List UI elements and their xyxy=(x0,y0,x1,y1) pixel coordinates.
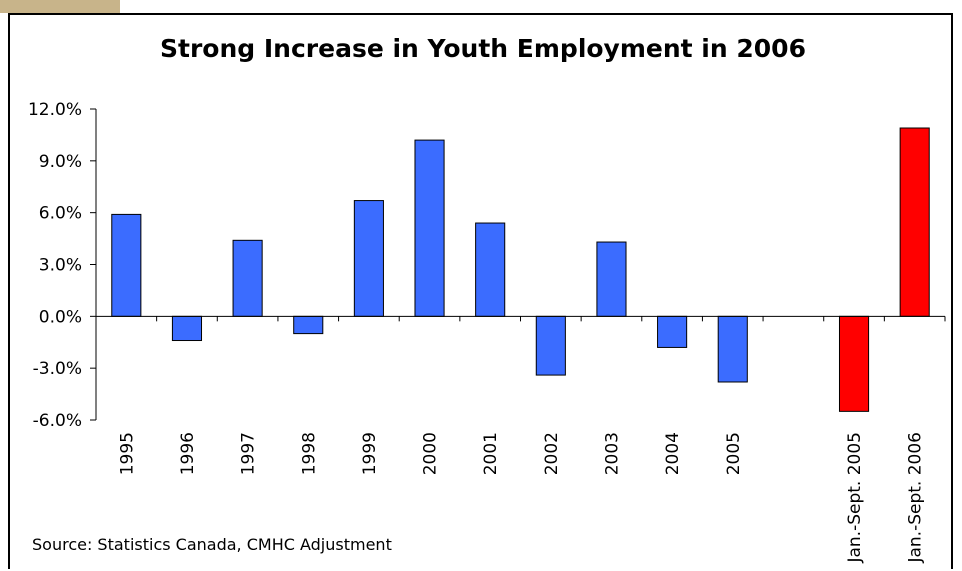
bars xyxy=(111,127,930,412)
y-tick-label: -3.0% xyxy=(33,359,82,379)
x-tick-label: 1999 xyxy=(360,432,380,475)
x-tick-label: 1995 xyxy=(117,432,137,475)
x-tick-label: Jan.-Sept. 2006 xyxy=(906,432,926,564)
x-tick-label: 2001 xyxy=(481,432,501,475)
x-tick-label: 2005 xyxy=(724,432,744,475)
y-axis: 12.0% 9.0% 6.0% 3.0% 0.0% -3.0% -6.0% xyxy=(28,100,97,431)
chart-title: Strong Increase in Youth Employment in 2… xyxy=(160,34,806,63)
bar xyxy=(353,200,384,317)
bar xyxy=(717,315,748,383)
y-tick-label: 12.0% xyxy=(28,100,82,120)
y-tick-label: 6.0% xyxy=(39,204,82,224)
bar xyxy=(535,315,566,376)
bar xyxy=(475,222,506,317)
x-axis: 1995 1996 1997 1998 1999 2000 2001 2002 2003 2004… xyxy=(95,315,946,564)
bar xyxy=(838,315,870,412)
bar xyxy=(111,213,142,317)
y-tick-label: -6.0% xyxy=(33,411,82,431)
y-tick-label: 3.0% xyxy=(39,256,82,276)
bar xyxy=(414,139,445,317)
y-tick-label: 9.0% xyxy=(39,152,82,172)
x-tick-label: 2000 xyxy=(421,432,441,475)
x-tick-label: 2002 xyxy=(542,432,562,475)
x-tick-label: 1997 xyxy=(239,432,259,475)
bar xyxy=(596,241,627,317)
source-note: Source: Statistics Canada, CMHC Adjustme… xyxy=(32,535,392,554)
x-tick-label: 1998 xyxy=(299,432,319,475)
bar xyxy=(232,239,263,317)
y-tick-label: 0.0% xyxy=(39,307,82,327)
bar xyxy=(657,315,688,348)
x-tick-label: 2004 xyxy=(663,432,683,475)
x-tick-label: 1996 xyxy=(178,432,198,475)
bar xyxy=(899,127,930,317)
bar xyxy=(171,315,203,342)
x-tick-label: Jan.-Sept. 2005 xyxy=(845,432,865,564)
header-accent-bar xyxy=(0,0,120,13)
bar xyxy=(293,315,324,335)
x-tick-label: 2003 xyxy=(602,432,622,475)
